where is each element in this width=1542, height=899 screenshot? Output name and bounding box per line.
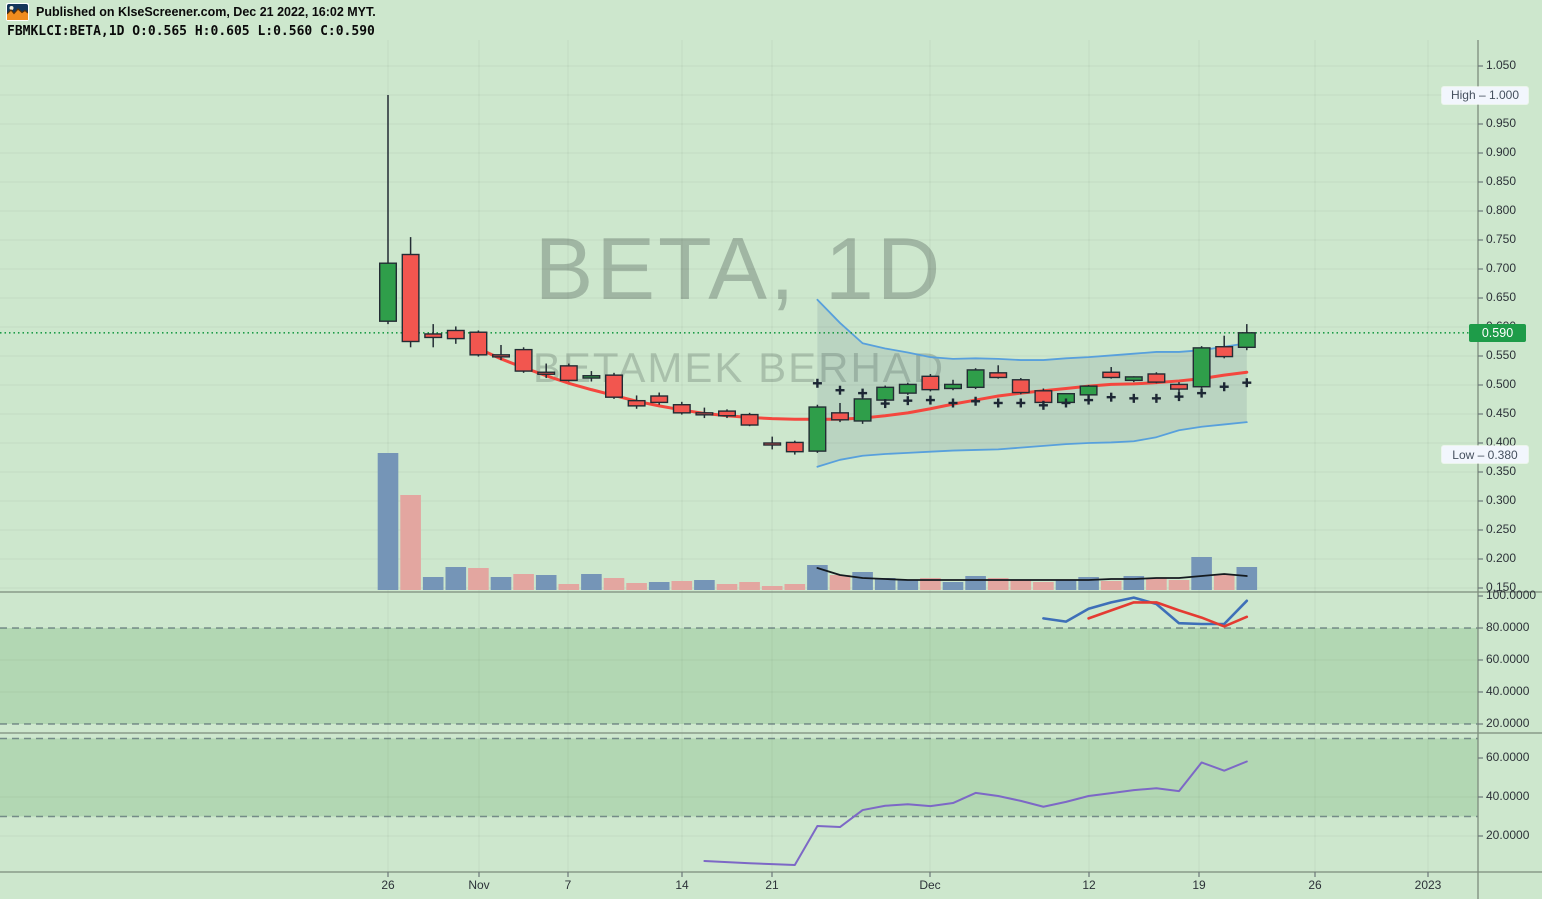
low-price-badge: Low – 0.380 [1442,446,1528,464]
chart-header: Published on KlseScreener.com, Dec 21 20… [6,3,376,39]
published-caption: Published on KlseScreener.com, Dec 21 20… [36,5,376,19]
high-price-badge: High – 1.000 [1442,86,1528,104]
last-price-badge: 0.590 [1469,323,1526,342]
klsescreener-logo-icon [6,3,29,21]
symbol-ohlc-line[interactable]: FBMKLCI:BETA,1D O:0.565 H:0.605 L:0.560 … [7,24,375,39]
